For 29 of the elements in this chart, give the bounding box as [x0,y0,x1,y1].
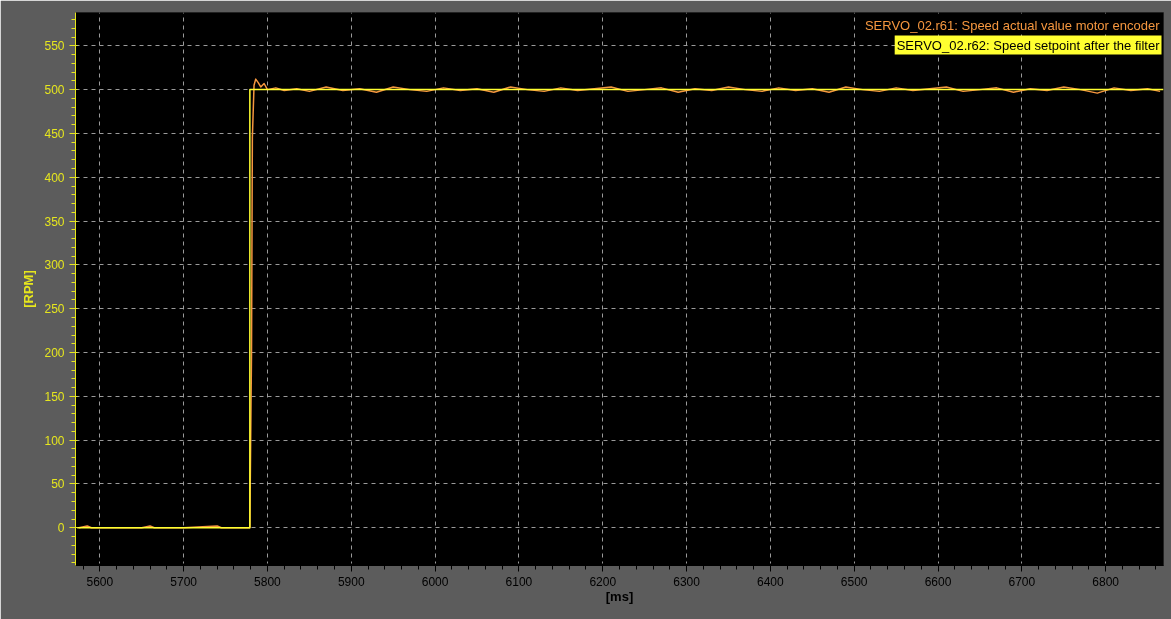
x-tick-label: 6300 [673,574,701,589]
x-tick-label: 6600 [924,574,952,589]
text: SERVO_02.r62: Speed setpoint after the filter [896,37,1161,53]
x-axis-title: [ms] [605,588,634,604]
x-tick-label: 6400 [757,574,785,589]
x-tick-label: 5800 [254,574,282,589]
x-tick-label: 6100 [505,574,533,589]
y-tick-label: 150 [44,389,65,404]
y-axis-title: [RPM] [21,270,37,308]
x-tick-label: 6800 [1092,574,1120,589]
x-tick-label: 5900 [337,574,365,589]
y-tick-label: 400 [44,170,65,185]
y-tick-label: 0 [57,521,65,536]
y-tick-label: 100 [44,433,65,448]
y-tick-label: 450 [44,126,65,141]
x-tick-label: 5600 [86,574,114,589]
x-tick-label: 6500 [840,574,868,589]
x-tick-label: 6200 [589,574,617,589]
x-tick-label: 5700 [170,574,198,589]
y-tick-label: 500 [44,83,65,98]
text: SERVO_02.r61: Speed actual value motor encoder [864,17,1161,33]
y-tick-label: 250 [44,302,65,317]
y-tick-label: 550 [44,39,65,54]
y-tick-label: 200 [44,346,65,361]
y-tick-label: 350 [44,214,65,229]
x-tick-label: 6700 [1008,574,1036,589]
y-tick-label: 50 [51,477,65,492]
y-tick-label: 300 [44,258,65,273]
x-tick-label: 6000 [421,574,449,589]
